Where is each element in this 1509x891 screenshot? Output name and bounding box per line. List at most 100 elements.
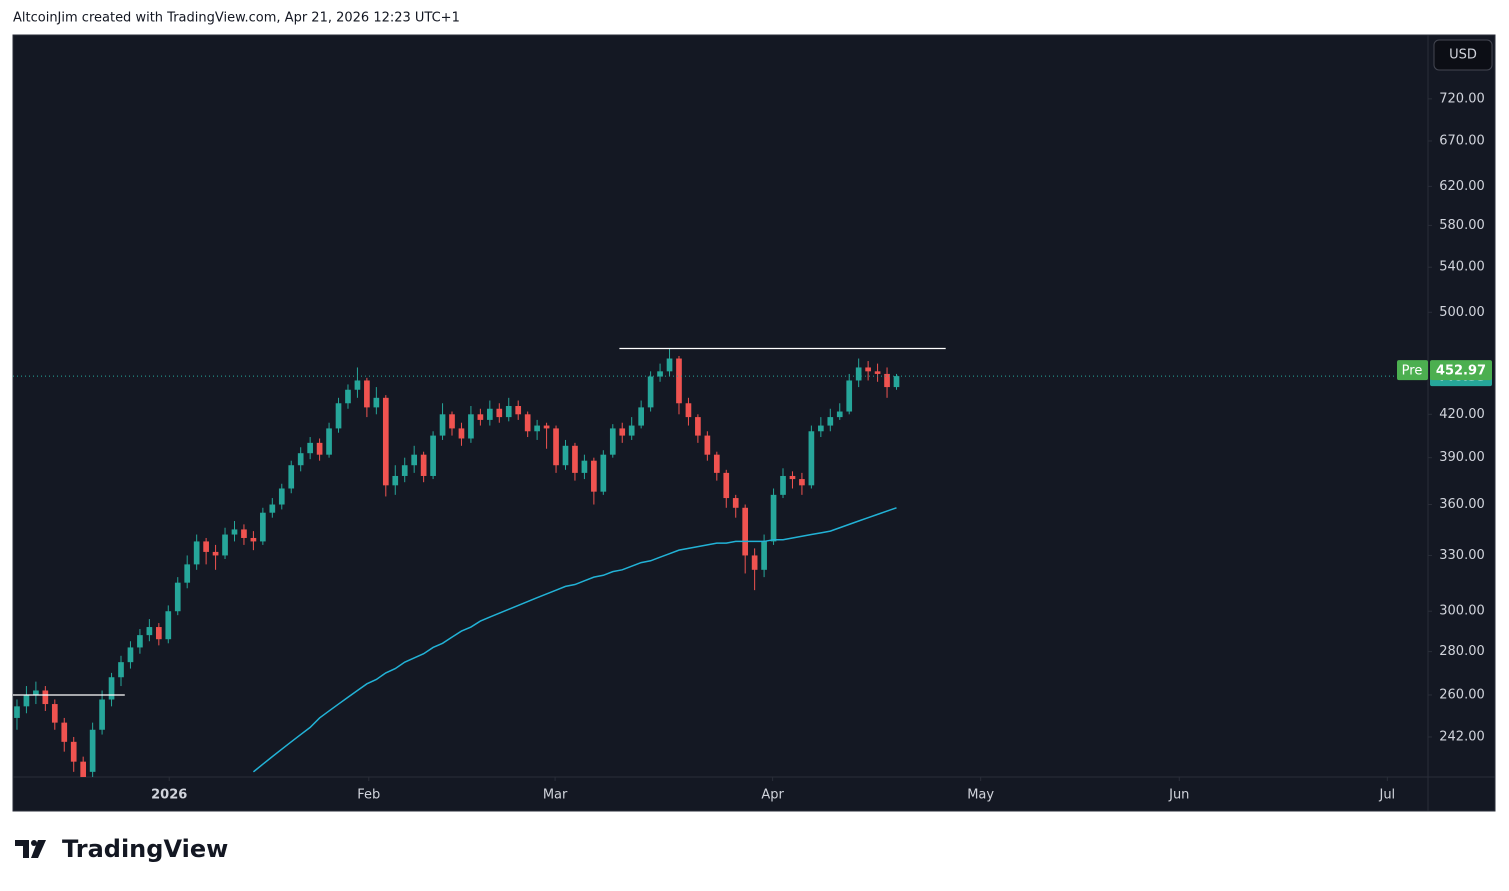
x-tick-label: Jun	[1168, 788, 1189, 803]
candle-body	[137, 635, 143, 648]
candle-body	[430, 435, 436, 476]
candle-body	[108, 677, 115, 700]
candle-body	[865, 367, 871, 372]
x-tick-label: May	[967, 788, 994, 803]
candle-body	[751, 555, 758, 570]
candle-body	[70, 741, 77, 762]
candle-body	[477, 414, 484, 420]
candle-body	[581, 460, 588, 473]
brand: TradingView	[62, 835, 228, 863]
y-tick-label: 280.00	[1439, 644, 1485, 659]
candle-body	[269, 504, 276, 513]
candle-body	[543, 425, 550, 429]
candle-body	[155, 627, 162, 640]
candle-body	[505, 406, 512, 418]
candle-body	[165, 611, 172, 640]
candle-body	[449, 414, 455, 429]
candle-body	[420, 454, 427, 476]
candle-body	[23, 694, 30, 707]
candle-body	[458, 428, 465, 439]
candle-body	[562, 445, 569, 466]
candle-body	[231, 529, 238, 535]
candle-body	[515, 406, 522, 415]
candle-body	[174, 582, 181, 612]
candle-body	[647, 376, 654, 408]
candle-body	[203, 541, 209, 552]
candle-body	[524, 414, 531, 432]
x-tick-label: Jul	[1378, 788, 1395, 803]
candle-body	[713, 454, 720, 473]
candle-body	[212, 551, 219, 556]
candle-body	[676, 358, 682, 404]
candle-body	[619, 428, 626, 436]
candle-body	[770, 494, 777, 542]
y-tick-label: 260.00	[1439, 687, 1485, 702]
x-tick-label: Mar	[543, 788, 568, 803]
candle-body	[411, 454, 418, 466]
plot	[13, 347, 946, 777]
candle-body	[222, 534, 228, 556]
candle-body	[439, 414, 446, 436]
pre-market-tag: Pre	[1402, 364, 1423, 379]
candle-body	[61, 722, 68, 742]
candle-body	[591, 460, 597, 492]
y-tick-label: 360.00	[1439, 497, 1485, 512]
candle-body	[326, 428, 332, 455]
candle-body	[572, 445, 578, 473]
candle-body	[99, 699, 105, 730]
x-tick-label: 2026	[151, 788, 187, 803]
candle-body	[600, 454, 607, 492]
pre-market-box	[1430, 360, 1492, 381]
candle-body	[855, 367, 862, 381]
candle-body	[51, 704, 58, 723]
candle-body	[42, 690, 49, 705]
x-tick-label: Apr	[761, 788, 784, 803]
candle-body	[382, 397, 389, 486]
moving-average	[252, 507, 897, 773]
y-tick-label: 330.00	[1439, 548, 1485, 563]
candle-body	[553, 428, 559, 466]
candle-body	[818, 425, 824, 432]
pre-market-label: 452.97	[1436, 364, 1486, 379]
chart-frame	[12, 34, 1496, 812]
candle-body	[146, 627, 153, 636]
candle-body	[827, 417, 834, 426]
candle-body	[893, 376, 900, 388]
candle-body	[127, 647, 134, 663]
candle-body	[297, 453, 304, 466]
candle-body	[761, 541, 767, 570]
candle-body	[335, 403, 342, 429]
y-tick-label: 720.00	[1439, 91, 1485, 106]
candle-body	[80, 761, 87, 777]
candle-body	[468, 414, 474, 439]
candle-body	[184, 564, 191, 583]
y-tick-label: 390.00	[1439, 450, 1485, 465]
candle-body	[14, 706, 20, 718]
candle-body	[401, 465, 408, 476]
y-tick-label: 420.00	[1439, 407, 1485, 422]
candle-body	[836, 411, 843, 418]
y-tick-label: 300.00	[1439, 604, 1485, 619]
candle-body	[799, 479, 805, 486]
candle-body	[874, 371, 881, 374]
candle-body	[364, 380, 370, 408]
x-tick-label: Feb	[357, 788, 380, 803]
candle-body	[695, 417, 701, 436]
candle-body	[609, 428, 616, 455]
candle-body	[316, 442, 323, 455]
candle-body	[789, 475, 796, 480]
candle-body	[250, 537, 257, 542]
candle-body	[373, 397, 380, 408]
candle-body	[534, 425, 540, 432]
candle-body	[345, 389, 351, 404]
candle-body	[392, 475, 399, 486]
brand-logo	[15, 840, 46, 858]
currency-button[interactable]	[1433, 39, 1493, 71]
candle-body	[260, 512, 266, 542]
y-tick-label: 242.00	[1439, 729, 1485, 744]
candle-body	[666, 358, 673, 372]
candle-body	[884, 373, 890, 388]
y-tick-label: 580.00	[1439, 218, 1485, 233]
candle-body	[846, 380, 853, 412]
